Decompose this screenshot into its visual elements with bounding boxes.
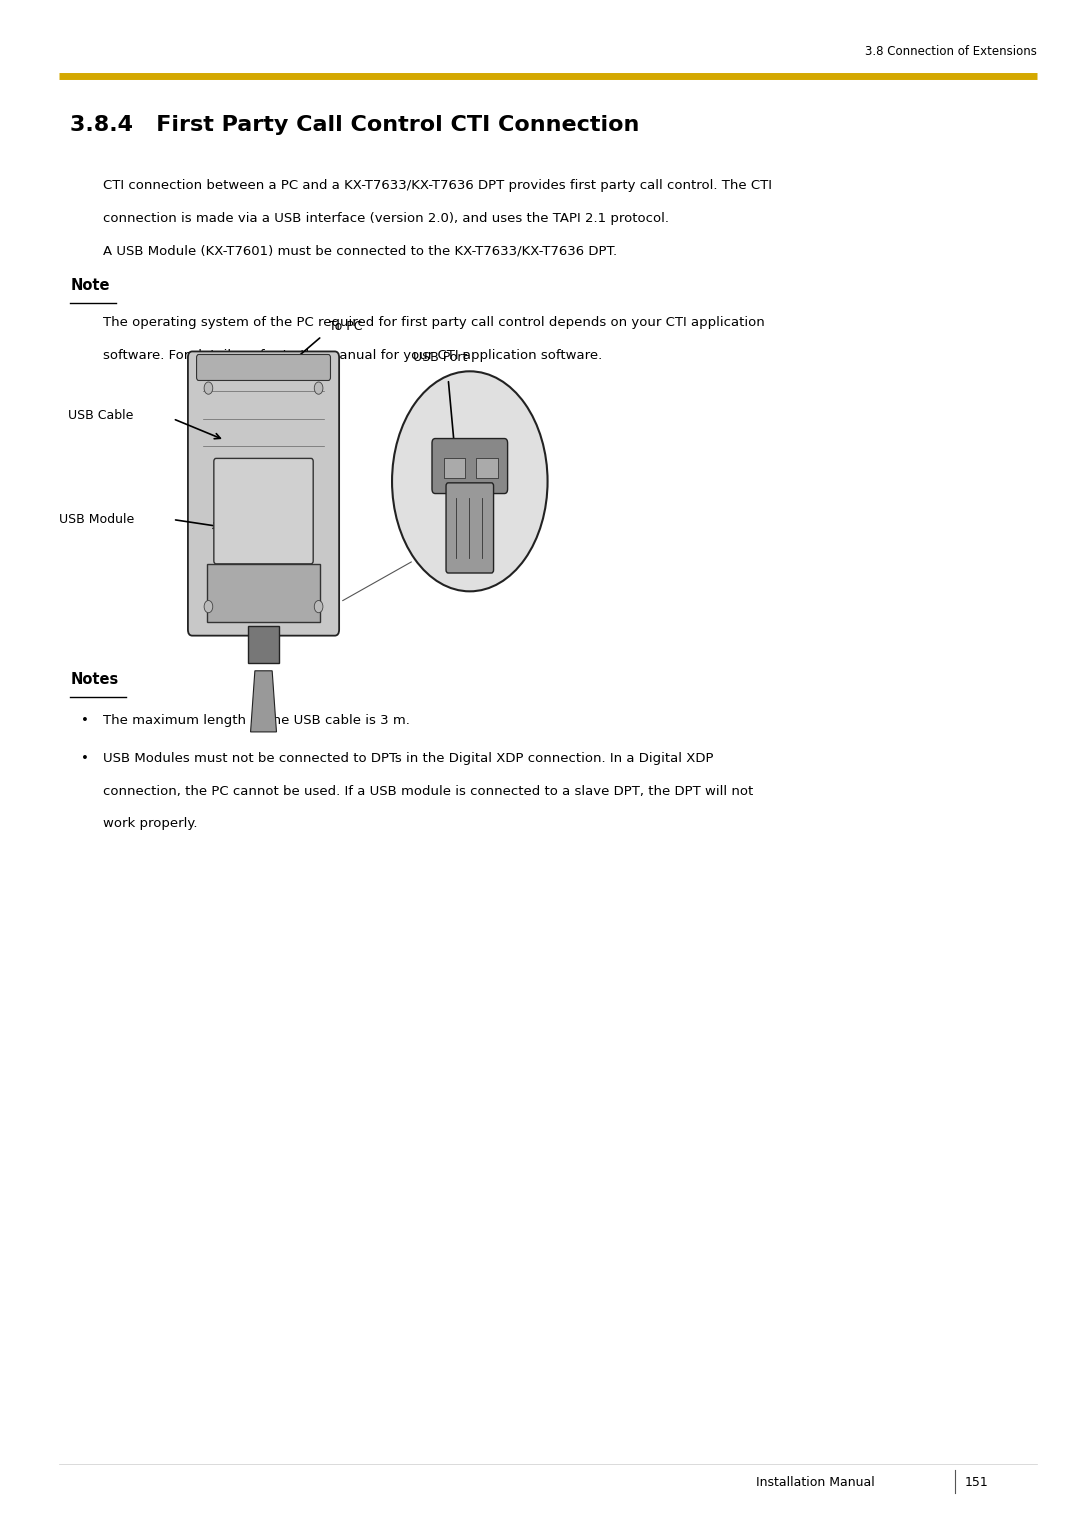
Text: •: •: [81, 714, 90, 727]
Circle shape: [204, 601, 213, 613]
Text: 3.8.4   First Party Call Control CTI Connection: 3.8.4 First Party Call Control CTI Conne…: [70, 115, 639, 134]
Text: The operating system of the PC required for first party call control depends on : The operating system of the PC required …: [103, 316, 765, 330]
Text: USB Cable: USB Cable: [68, 410, 134, 422]
Text: work properly.: work properly.: [103, 817, 197, 831]
FancyBboxPatch shape: [207, 564, 320, 622]
FancyBboxPatch shape: [446, 483, 494, 573]
Text: connection is made via a USB interface (version 2.0), and uses the TAPI 2.1 prot: connection is made via a USB interface (…: [103, 212, 669, 225]
FancyBboxPatch shape: [197, 354, 330, 380]
FancyBboxPatch shape: [214, 458, 313, 564]
Circle shape: [314, 601, 323, 613]
Text: To PC: To PC: [329, 319, 363, 333]
Text: connection, the PC cannot be used. If a USB module is connected to a slave DPT, : connection, the PC cannot be used. If a …: [103, 785, 753, 798]
FancyBboxPatch shape: [188, 351, 339, 636]
Text: USB Modules must not be connected to DPTs in the Digital XDP connection. In a Di: USB Modules must not be connected to DPT…: [103, 752, 713, 766]
Text: Installation Manual: Installation Manual: [756, 1476, 875, 1488]
Text: A USB Module (KX-T7601) must be connected to the KX-T7633/KX-T7636 DPT.: A USB Module (KX-T7601) must be connecte…: [103, 244, 617, 258]
Text: 151: 151: [964, 1476, 988, 1488]
FancyBboxPatch shape: [432, 439, 508, 494]
Circle shape: [314, 382, 323, 394]
FancyBboxPatch shape: [476, 458, 498, 478]
Circle shape: [392, 371, 548, 591]
Text: Note: Note: [70, 278, 110, 293]
Text: Notes: Notes: [70, 672, 119, 688]
FancyBboxPatch shape: [444, 458, 465, 478]
Text: 3.8 Connection of Extensions: 3.8 Connection of Extensions: [865, 44, 1037, 58]
Circle shape: [204, 382, 213, 394]
Text: USB Module: USB Module: [59, 513, 135, 526]
Text: USB Port: USB Port: [413, 350, 467, 364]
Polygon shape: [251, 671, 276, 732]
FancyBboxPatch shape: [248, 626, 279, 663]
Text: CTI connection between a PC and a KX-T7633/KX-T7636 DPT provides first party cal: CTI connection between a PC and a KX-T76…: [103, 179, 771, 193]
Text: •: •: [81, 752, 90, 766]
Text: software. For details, refer to the manual for your CTI application software.: software. For details, refer to the manu…: [103, 350, 602, 362]
Text: The maximum length of the USB cable is 3 m.: The maximum length of the USB cable is 3…: [103, 714, 409, 727]
